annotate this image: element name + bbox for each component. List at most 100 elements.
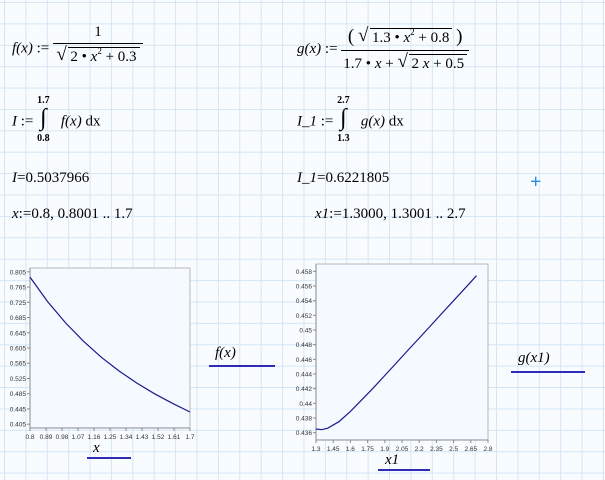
insertion-cursor-icon: +	[530, 171, 542, 193]
integral-upper: 2.7	[337, 95, 350, 106]
plot-g-xlabel-line	[378, 469, 430, 471]
plot-g-x-tick-label: 1.3	[311, 446, 320, 453]
plot-f-y-tick-label: 0.565	[10, 361, 27, 368]
g-numerator: ( √ 1.3 • x2 + 0.8 )	[347, 25, 463, 47]
radical-icon: √	[397, 51, 408, 72]
plot-f-trace-line	[209, 365, 275, 367]
f-fraction: 1 √ 2 • x2 + 0.3	[52, 24, 143, 66]
plot-f-y-tick-label: 0.645	[10, 330, 27, 337]
plot-f[interactable]: 0.405 0.445 0.485 0.525 0.565 0.605 0.645 0.685…	[4, 262, 196, 462]
plot-f-x-tick-label: 1.43	[136, 434, 149, 441]
plot-g-x-tick-label: 2.35	[430, 446, 443, 453]
plot-g-y-tick-label: 0.436	[296, 430, 313, 437]
plot-g-x-tick-label: 2.8	[483, 446, 492, 453]
plot-g-y-tick-label: 0.44	[299, 401, 312, 408]
radical-icon: √	[56, 44, 67, 65]
plot-g-y-tick-label: 0.45	[299, 328, 312, 335]
plot-f-y-tick-label: 0.725	[10, 300, 27, 307]
g-assign: :=	[324, 40, 338, 57]
g-denominator: 1.7 • x + √ 2 x + 0.5	[341, 50, 470, 73]
plot-g-y-tick-label: 0.454	[296, 298, 313, 305]
range-x1-value: 1.3000, 1.3001 .. 2.7	[341, 206, 466, 222]
integral-icon: 1.7 ∫ 0.8	[37, 95, 50, 144]
plot-f-xlabel-line	[87, 457, 131, 459]
plot-g[interactable]: 0.436 0.438 0.44 0.442 0.444 0.446 0.448 0.45 0.…	[282, 258, 494, 458]
result-I-value: 0.5037966	[25, 170, 90, 186]
plot-g-xlabel: x1	[385, 452, 400, 468]
integral-I[interactable]: I := 1.7 ∫ 0.8 f(x) dx	[12, 95, 101, 144]
plot-g-y-tick-label: 0.442	[296, 386, 313, 393]
plot-f-x-tick-label: 1.25	[104, 434, 117, 441]
plot-f-y-tick-label: 0.405	[10, 422, 27, 429]
plot-f-y-tick-label: 0.605	[10, 346, 27, 353]
plot-f-plot-area	[29, 267, 191, 429]
g-fraction: ( √ 1.3 • x2 + 0.8 ) 1.7 • x + √ 2 x	[341, 25, 470, 73]
plot-g-y-tick-label: 0.444	[296, 372, 313, 379]
f-definition[interactable]: f(x) := 1 √ 2 • x2 + 0.3	[12, 24, 143, 66]
range-x-value: 0.8, 0.8001 .. 1.7	[31, 206, 133, 222]
plot-f-x-tick-label: 1.16	[88, 434, 101, 441]
differential: dx	[388, 113, 404, 130]
plot-g-y-tick-label: 0.448	[296, 342, 313, 349]
integrand: g(x)	[360, 113, 386, 130]
g-lhs: g(x)	[297, 40, 322, 57]
plot-g-x-tick-label: 2.65	[464, 446, 477, 453]
f-numerator: 1	[94, 24, 102, 40]
f-sqrt: √ 2 • x2 + 0.3	[56, 44, 140, 66]
range-x[interactable]: x:=0.8, 0.8001 .. 1.7	[12, 206, 133, 222]
plot-f-svg: 0.405 0.445 0.485 0.525 0.565 0.605 0.645 0.685…	[10, 267, 195, 441]
plot-f-x-tick-label: 0.89	[40, 434, 53, 441]
result-I-1[interactable]: I_1=0.6221805	[297, 170, 390, 186]
plot-g-svg: 0.436 0.438 0.44 0.442 0.444 0.446 0.448 0.45 0.…	[296, 263, 493, 453]
g-definition[interactable]: g(x) := ( √ 1.3 • x2 + 0.8 ) 1.7 • x + √	[297, 25, 470, 73]
plot-g-y-tick-label: 0.446	[296, 357, 313, 364]
plot-g-x-tick-label: 2.2	[415, 446, 424, 453]
plot-g-x-tick-label: 1.45	[327, 446, 340, 453]
plot-f-x-tick-label: 1.61	[168, 434, 181, 441]
plot-f-x-tick-label: 0.8	[25, 434, 34, 441]
plot-f-x-tick-label: 0.98	[56, 434, 69, 441]
plot-f-x-tick-label: 1.52	[152, 434, 165, 441]
plot-g-y-tick-label: 0.438	[296, 416, 313, 423]
plot-g-x-tick-label: 2.5	[449, 446, 458, 453]
integral-upper: 1.7	[37, 95, 50, 106]
result-I-1-value: 0.6221805	[325, 170, 390, 186]
f-lhs: f(x)	[12, 40, 33, 57]
plot-g-trace-line	[511, 371, 585, 373]
plot-f-y-tick-label: 0.805	[10, 269, 27, 276]
f-assign: :=	[36, 40, 50, 57]
plot-f-x-tick-label: 1.07	[72, 434, 85, 441]
differential: dx	[85, 113, 101, 130]
integral-I-1-lhs: I_1	[297, 113, 317, 130]
result-I[interactable]: I=0.5037966	[12, 170, 90, 186]
integral-icon: 2.7 ∫ 1.3	[337, 95, 350, 144]
plot-g-y-tick-label: 0.458	[296, 269, 313, 276]
plot-f-y-tick-label: 0.485	[10, 391, 27, 398]
plot-f-ylabel: f(x)	[215, 345, 236, 361]
plot-g-x-tick-label: 2.05	[396, 446, 409, 453]
radical-icon: √	[357, 25, 369, 46]
plot-g-x-tick-label: 1.75	[361, 446, 374, 453]
plot-f-x-tick-label: 1.7	[185, 434, 194, 441]
integral-lower: 1.3	[337, 133, 350, 144]
integrand: f(x)	[60, 113, 82, 130]
plot-f-y-tick-label: 0.445	[10, 406, 27, 413]
integral-lower: 0.8	[37, 133, 50, 144]
plot-g-ylabel: g(x1)	[518, 350, 550, 366]
plot-g-y-tick-label: 0.452	[296, 313, 313, 320]
plot-g-x-tick-label: 1.6	[346, 446, 355, 453]
plot-f-y-tick-label: 0.765	[10, 285, 27, 292]
plot-f-y-tick-label: 0.525	[10, 376, 27, 383]
plot-f-y-tick-label: 0.685	[10, 315, 27, 322]
range-x1[interactable]: x1:=1.3000, 1.3001 .. 2.7	[315, 206, 466, 222]
plot-g-x-tick-label: 1.9	[380, 446, 389, 453]
integral-I-lhs: I	[12, 113, 17, 130]
integral-I-1[interactable]: I_1 := 2.7 ∫ 1.3 g(x) dx	[297, 95, 404, 144]
plot-g-y-tick-label: 0.456	[296, 284, 313, 291]
plot-g-series-line	[315, 275, 477, 431]
f-denominator: √ 2 • x2 + 0.3	[52, 43, 143, 66]
plot-f-x-tick-label: 1.34	[120, 434, 133, 441]
plot-f-series-line	[29, 276, 191, 413]
plot-f-xlabel: x	[93, 440, 100, 456]
plot-g-plot-area	[315, 263, 489, 441]
